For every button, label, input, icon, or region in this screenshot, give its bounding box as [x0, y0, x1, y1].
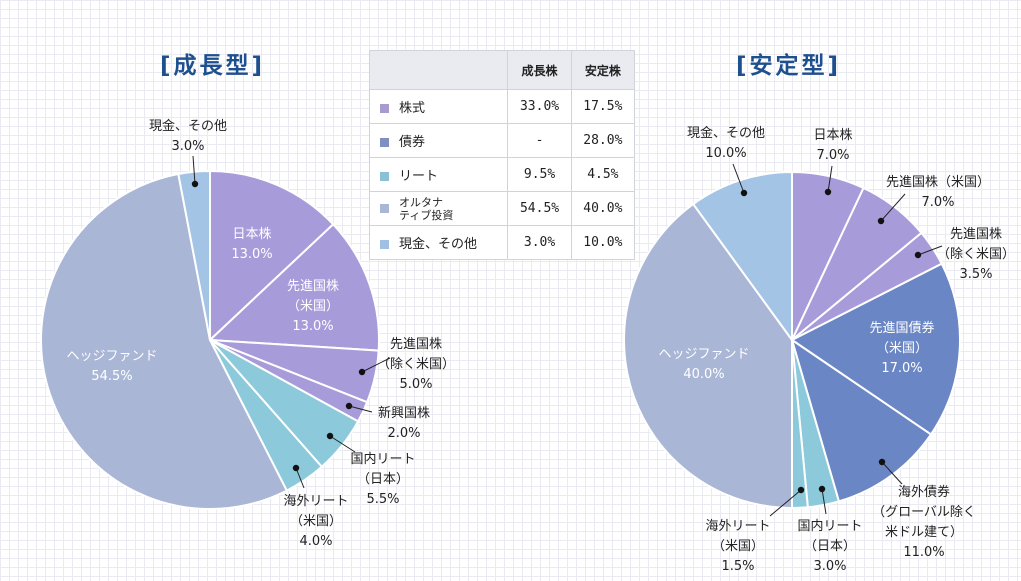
- leader-dot: [818, 485, 826, 493]
- slice-label: 新興国株 2.0%: [378, 405, 430, 441]
- slice-label: ヘッジファンド 54.5%: [66, 349, 157, 384]
- table-category-label: 株式: [399, 101, 426, 116]
- table-category-cell: オルタナ ティブ投資: [368, 191, 509, 226]
- slice-label: ヘッジファンド 40.0%: [658, 347, 749, 382]
- legend-swatch: [380, 138, 389, 147]
- leader-dot: [358, 368, 366, 376]
- leader-line: [348, 405, 373, 413]
- slice-label: 先進国株（米国） 13.0%: [287, 279, 339, 334]
- slice-label: 国内リート（日本） 3.0%: [797, 518, 862, 574]
- table-row: 現金、その他 3.0% 10.0%: [368, 225, 636, 260]
- legend-swatch: [380, 240, 389, 249]
- leader-dot: [914, 251, 922, 259]
- slice-label: 国内リート（日本） 5.5%: [350, 451, 415, 507]
- leader-line: [827, 165, 833, 193]
- slice-label: 現金、その他 3.0%: [149, 118, 227, 154]
- leader-line: [329, 435, 356, 453]
- table-category-label: 現金、その他: [399, 237, 478, 252]
- slice-label: 海外債券（グローバル除く米ドル建て） 11.0%: [872, 484, 976, 560]
- stable-chart-title: [安定型]: [736, 53, 842, 79]
- table-stable-value: 4.5%: [570, 157, 636, 192]
- table-growth-value: 33.0%: [507, 89, 572, 124]
- table-category-label: オルタナ ティブ投資: [399, 195, 454, 222]
- table-stable-value: 28.0%: [570, 123, 636, 158]
- leader-dot: [345, 402, 353, 410]
- table-header-row: 成長株 安定株: [368, 50, 636, 90]
- table-header-stable: 安定株: [570, 50, 636, 90]
- table-stable-value: 17.5%: [570, 89, 636, 124]
- slice-label: 海外リート（米国） 4.0%: [283, 494, 348, 549]
- pie-slice: [207, 222, 380, 352]
- legend-swatch: [380, 104, 389, 113]
- leader-dot: [292, 464, 300, 472]
- pie-slice: [40, 172, 289, 510]
- table-category-label: リート: [399, 169, 439, 184]
- table-growth-value: 9.5%: [507, 157, 572, 192]
- slice-label: 日本株 13.0%: [231, 227, 272, 262]
- table-header-blank: [368, 50, 509, 90]
- table-row: 株式 33.0% 17.5%: [368, 89, 636, 124]
- leader-dot: [824, 188, 832, 196]
- leader-line: [880, 193, 906, 222]
- table-row: オルタナ ティブ投資 54.5% 40.0%: [368, 191, 636, 226]
- table-growth-value: 3.0%: [507, 225, 572, 260]
- slice-label: 先進国株（除く米国） 5.0%: [377, 337, 455, 392]
- table-growth-value: -: [507, 123, 572, 158]
- slice-label: 海外リート（米国） 1.5%: [705, 519, 770, 574]
- leader-dot: [191, 180, 199, 188]
- slice-label: 先進国株（米国） 7.0%: [886, 175, 990, 210]
- table-category-cell: 現金、その他: [368, 225, 509, 260]
- pie-slice: [209, 169, 335, 343]
- slice-label: 現金、その他 10.0%: [687, 125, 765, 161]
- pie-slice: [790, 262, 961, 436]
- leader-line: [361, 357, 391, 373]
- table-row: 債券 -28.0%: [368, 123, 636, 158]
- leader-line: [821, 488, 827, 515]
- legend-swatch: [380, 172, 389, 181]
- table-header-growth: 成長株: [507, 50, 572, 90]
- leader-dot: [740, 189, 748, 197]
- pie-slice: [623, 202, 793, 510]
- leader-dot: [878, 458, 886, 466]
- leader-dot: [877, 217, 885, 225]
- leader-dot: [326, 432, 334, 440]
- allocation-table: 成長株 安定株 株式 33.0% 17.5% 債券 -28.0% リート 9.5% 4.5% オ…: [368, 50, 636, 260]
- table-stable-value: 10.0%: [570, 225, 636, 260]
- leader-line: [881, 461, 903, 485]
- leader-line: [917, 245, 943, 256]
- leader-dot: [797, 486, 805, 494]
- slice-label: 先進国株（除く米国） 3.5%: [937, 227, 1015, 282]
- legend-swatch: [380, 204, 389, 213]
- table-category-cell: 債券: [368, 123, 509, 158]
- table-row: リート 9.5% 4.5%: [368, 157, 636, 192]
- leader-line: [295, 467, 305, 489]
- table-category-cell: 株式: [368, 89, 509, 124]
- leader-line: [192, 155, 196, 185]
- leader-line: [769, 489, 802, 517]
- table-stable-value: 40.0%: [570, 191, 636, 226]
- growth-chart-title: [成長型]: [160, 53, 266, 79]
- slice-label: 日本株 7.0%: [813, 128, 852, 163]
- pie-slice: [691, 170, 793, 344]
- table-category-label: 債券: [399, 135, 426, 150]
- pie-slice: [790, 337, 933, 503]
- slice-label: 先進国債券（米国） 17.0%: [869, 320, 934, 376]
- table-category-cell: リート: [368, 157, 509, 192]
- leader-line: [732, 163, 745, 194]
- table-growth-value: 54.5%: [507, 191, 572, 226]
